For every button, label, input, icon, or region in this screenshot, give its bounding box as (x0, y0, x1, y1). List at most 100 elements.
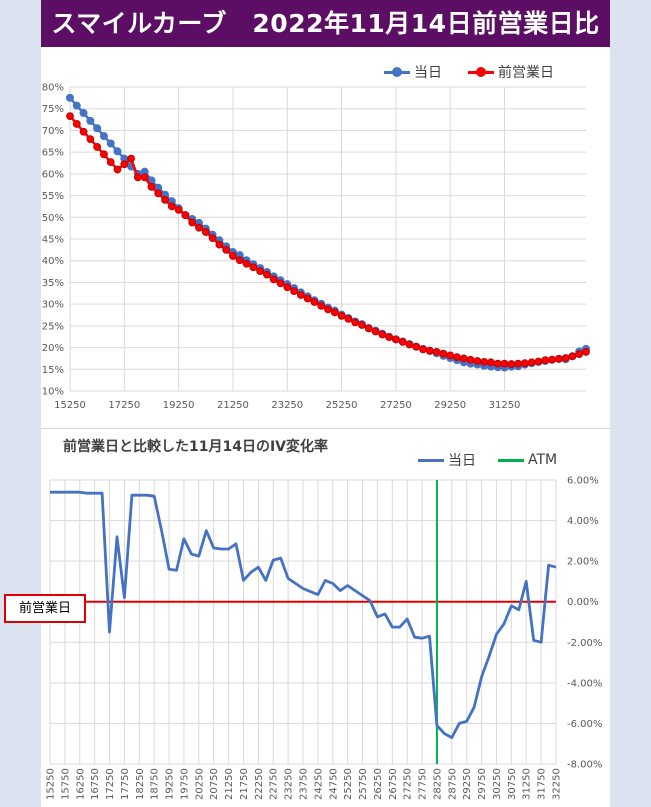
y-tick-label: 65% (42, 148, 64, 159)
y-tick-label: 4.00% (567, 516, 599, 527)
point-previous (317, 301, 326, 310)
point-today (93, 124, 102, 133)
legend-previous-label: 前営業日 (498, 65, 554, 81)
point-previous (283, 283, 292, 292)
x-tick-label: 21750 (239, 768, 250, 800)
x-tick-label: 32250 (552, 768, 563, 800)
point-previous (127, 154, 136, 163)
point-previous (147, 182, 156, 191)
point-previous (364, 324, 373, 333)
point-previous (215, 240, 224, 249)
point-previous (575, 350, 584, 358)
point-previous (256, 267, 265, 276)
chart2-title: 前営業日と比較した11月14日のIV変化率 (63, 439, 329, 455)
point-previous (582, 348, 590, 356)
point-today (106, 139, 115, 148)
y-tick-label: 45% (42, 235, 64, 246)
y-tick-label: 70% (42, 126, 64, 137)
point-previous (385, 333, 394, 342)
x-tick-label: 17250 (108, 400, 140, 411)
x-tick-label: 30750 (507, 768, 518, 800)
point-previous (201, 228, 210, 236)
series-today-line (50, 490, 557, 739)
y-tick-label: 30% (42, 300, 64, 311)
point-previous (72, 120, 81, 128)
point-previous (296, 291, 305, 299)
x-tick-label: 15250 (46, 768, 57, 800)
x-tick-label: 19250 (163, 400, 195, 411)
point-previous (412, 342, 421, 351)
point-previous (66, 112, 74, 120)
legend2-today-label: 当日 (448, 453, 476, 469)
point-today (86, 116, 95, 125)
legend-chart2: 当日 ATM (418, 450, 557, 470)
point-previous (378, 330, 387, 339)
x-tick-label: 16250 (75, 768, 86, 800)
point-previous (310, 298, 319, 306)
x-tick-label: 25250 (326, 400, 358, 411)
point-today (72, 101, 81, 110)
y-tick-label: 25% (42, 321, 64, 332)
x-tick-label: 24250 (313, 768, 324, 800)
point-previous (235, 256, 244, 265)
legend-chart1: 当日 前営業日 (384, 62, 554, 82)
y-tick-label: 55% (42, 191, 64, 202)
x-tick-label: 17750 (120, 768, 131, 800)
x-tick-label: 19750 (179, 768, 190, 800)
previous-day-label: 前営業日 (4, 594, 86, 623)
point-previous (93, 143, 102, 151)
x-tick-label: 31250 (522, 768, 533, 800)
point-previous (337, 311, 346, 320)
point-previous (174, 206, 183, 214)
x-tick-label: 27250 (403, 768, 414, 800)
point-previous (113, 165, 122, 174)
x-tick-label: 21250 (224, 768, 235, 800)
x-tick-label: 29250 (462, 768, 473, 800)
point-previous (222, 245, 231, 254)
x-tick-label: 15750 (60, 768, 71, 800)
point-previous (100, 150, 108, 159)
point-today (79, 109, 88, 118)
point-previous (188, 218, 197, 227)
y-tick-label: 15% (42, 365, 64, 376)
chart-divider (41, 428, 610, 429)
x-tick-label: 20250 (194, 768, 205, 800)
x-tick-label: 27250 (380, 400, 412, 411)
legend2-today-marker (418, 454, 444, 466)
y-tick-label: 40% (42, 256, 64, 267)
point-previous (405, 340, 414, 349)
x-tick-label: 31750 (537, 768, 548, 800)
x-tick-label: 23750 (299, 768, 310, 800)
y-tick-label: -4.00% (567, 678, 602, 689)
x-tick-label: 18250 (135, 768, 146, 800)
point-previous (391, 335, 400, 344)
legend2-atm-marker (498, 454, 524, 466)
point-today (66, 93, 74, 102)
x-tick-label: 25750 (358, 768, 369, 800)
point-previous (167, 202, 176, 211)
point-previous (262, 270, 271, 279)
point-previous (303, 294, 312, 303)
y-tick-label: 35% (42, 278, 64, 289)
point-previous (568, 352, 577, 361)
point-previous (140, 173, 149, 182)
x-tick-label: 30250 (492, 768, 503, 800)
x-tick-label: 16750 (90, 768, 101, 800)
y-tick-label: 75% (42, 104, 64, 115)
legend-previous-marker (468, 66, 494, 78)
legend2-atm-label: ATM (528, 452, 558, 468)
point-today (99, 132, 108, 141)
legend-today-marker (384, 66, 410, 78)
point-previous (208, 234, 217, 243)
y-tick-label: -6.00% (567, 719, 602, 730)
x-tick-label: 25250 (343, 768, 354, 800)
point-previous (324, 305, 332, 314)
point-previous (106, 158, 115, 167)
x-tick-label: 29250 (434, 400, 466, 411)
point-previous (154, 189, 163, 198)
x-tick-label: 28250 (432, 768, 443, 800)
x-tick-label: 26250 (373, 768, 384, 800)
x-tick-label: 18750 (150, 768, 161, 800)
x-tick-label: 24750 (328, 768, 339, 800)
point-previous (161, 196, 169, 204)
